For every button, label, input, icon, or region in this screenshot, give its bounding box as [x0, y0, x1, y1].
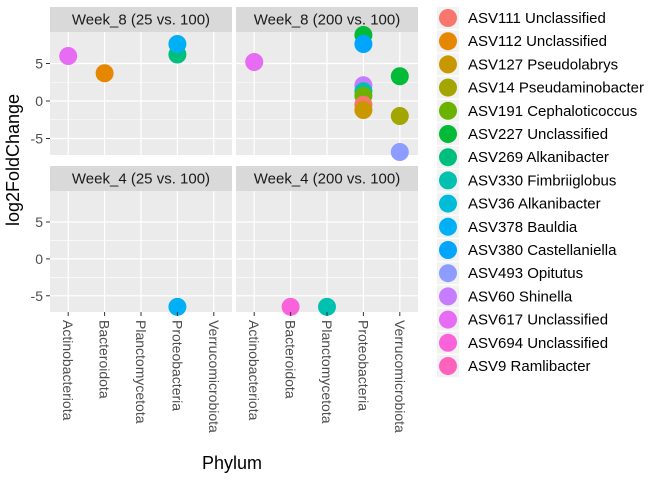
data-point — [95, 64, 114, 83]
legend-label: ASV380 Castellaniella — [468, 242, 617, 259]
y-axis-title: log2FoldChange — [3, 94, 23, 226]
panel: Week_4 (25 vs. 100) — [50, 166, 232, 316]
legend-item: ASV14 Pseudaminobacter — [437, 76, 644, 99]
axes-layer: -5 0 5 -5 0 5 Actinobacteriota Bacteroidota Plan… — [31, 56, 408, 434]
panel-title: Week_4 (200 vs. 100) — [254, 171, 400, 188]
legend-item: ASV60 Shinella — [437, 285, 573, 308]
legend-label: ASV617 Unclassified — [468, 312, 608, 329]
legend-label: ASV191 Cephaloticoccus — [468, 103, 637, 120]
legend-label: ASV127 Pseudolabrys — [468, 56, 618, 73]
legend-label: ASV378 Bauldia — [468, 219, 578, 236]
legend-swatch — [439, 32, 457, 51]
data-point — [318, 297, 336, 316]
legend-item: ASV330 Fimbriiglobus — [437, 169, 616, 192]
legend-item: ASV378 Bauldia — [437, 215, 578, 238]
panel-strip — [236, 7, 418, 32]
legend-swatch — [439, 333, 457, 352]
legend-item: ASV227 Unclassified — [437, 123, 608, 145]
panel-strip — [236, 166, 418, 191]
legend-item: ASV111 Unclassified — [437, 7, 606, 29]
panel: Week_8 (25 vs. 100) — [50, 7, 232, 155]
x-tick-label: Verrucomicrobiota — [392, 320, 408, 433]
x-tick-label: Bacteroidota — [283, 320, 299, 399]
x-axis-title: Phylum — [202, 453, 262, 473]
legend-label: ASV36 Alkanibacter — [468, 196, 601, 213]
legend-item: ASV36 Alkanibacter — [437, 192, 601, 215]
data-point — [390, 107, 409, 125]
legend-item: ASV694 Unclassified — [437, 331, 608, 354]
legend-item: ASV191 Cephaloticoccus — [437, 99, 637, 122]
y-tick-label: 5 — [35, 56, 43, 72]
data-point — [245, 53, 264, 71]
panel-title: Week_4 (25 vs. 100) — [72, 171, 210, 188]
x-tick-label: Verrucomicrobiota — [206, 320, 222, 433]
legend-item: ASV493 Opitutus — [437, 262, 583, 285]
legend-swatch — [439, 310, 457, 329]
legend-label: ASV9 Ramlibacter — [468, 358, 591, 375]
legend-item: ASV112 Unclassified — [437, 30, 607, 53]
y-tick-label: 0 — [35, 93, 43, 109]
legend-swatch — [439, 171, 457, 190]
data-point — [281, 297, 300, 316]
legend-swatch — [439, 148, 457, 167]
legend-swatch — [439, 125, 457, 143]
data-point — [390, 143, 409, 161]
y-tick-label: 5 — [35, 214, 43, 230]
data-point — [59, 47, 78, 65]
legend-swatch — [439, 264, 457, 283]
y-tick-label: -5 — [31, 131, 44, 147]
panels-layer: Week_8 (25 vs. 100) Week_8 (200 vs. 100) W… — [50, 7, 418, 316]
legend-label: ASV493 Opitutus — [468, 265, 583, 282]
x-tick-label: Proteobacteria — [169, 320, 185, 411]
legend-swatch — [439, 194, 457, 213]
panel-title: Week_8 (25 vs. 100) — [72, 12, 210, 29]
panel: Week_8 (200 vs. 100) — [236, 7, 418, 161]
legend-swatch — [439, 217, 457, 236]
legend-item: ASV617 Unclassified — [437, 308, 608, 331]
data-point — [354, 101, 373, 119]
legend: ASV111 Unclassified ASV112 Unclassified AS… — [437, 7, 644, 377]
legend-item: ASV9 Ramlibacter — [437, 355, 591, 377]
panel: Week_4 (200 vs. 100) — [236, 166, 418, 316]
legend-swatch — [439, 101, 457, 120]
x-tick-label: Actinobacteriota — [60, 320, 76, 421]
legend-label: ASV694 Unclassified — [468, 335, 608, 352]
legend-label: ASV14 Pseudaminobacter — [468, 80, 644, 97]
legend-swatch — [439, 9, 457, 27]
legend-label: ASV111 Unclassified — [468, 10, 606, 27]
legend-label: ASV60 Shinella — [468, 288, 573, 305]
legend-swatch — [439, 78, 457, 97]
legend-label: ASV269 Alkanibacter — [468, 149, 609, 166]
legend-label: ASV330 Fimbriiglobus — [468, 172, 616, 189]
legend-label: ASV112 Unclassified — [468, 33, 607, 50]
legend-label: ASV227 Unclassified — [468, 126, 608, 143]
x-tick-label: Actinobacteriota — [246, 320, 262, 421]
panel-strip — [50, 7, 232, 32]
legend-swatch — [439, 357, 457, 375]
y-tick-label: -5 — [31, 288, 44, 304]
data-point — [168, 35, 187, 53]
x-tick-label: Bacteroidota — [97, 320, 113, 399]
x-tick-label: Planctomycetota — [133, 320, 149, 424]
data-point — [390, 67, 409, 86]
legend-swatch — [439, 55, 457, 74]
panel-strip — [50, 166, 232, 191]
x-tick-label: Planctomycetota — [319, 320, 335, 424]
data-point — [354, 35, 373, 53]
legend-item: ASV269 Alkanibacter — [437, 146, 609, 169]
panel-title: Week_8 (200 vs. 100) — [254, 12, 400, 29]
legend-item: ASV127 Pseudolabrys — [437, 53, 618, 76]
legend-swatch — [439, 241, 457, 259]
legend-item: ASV380 Castellaniella — [437, 239, 617, 261]
legend-swatch — [439, 287, 457, 306]
data-point — [168, 297, 187, 316]
y-tick-label: 0 — [35, 251, 43, 267]
x-tick-label: Proteobacteria — [355, 320, 371, 411]
